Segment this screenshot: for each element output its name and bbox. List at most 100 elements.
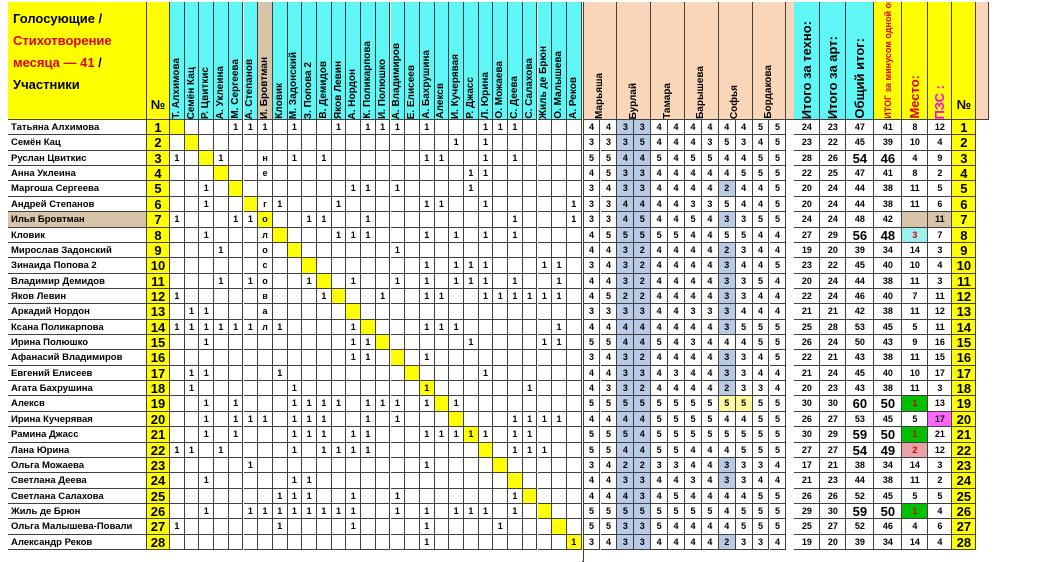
expert-score: 4: [685, 273, 702, 289]
vote-cell: [375, 135, 391, 151]
title-line1: Голосующие /: [13, 11, 103, 26]
vote-cell: 1: [434, 427, 450, 443]
vote-cell: [390, 166, 406, 182]
vote-cell: 1: [449, 227, 464, 243]
vote-cell: [449, 488, 464, 504]
vote-cell: [434, 258, 450, 274]
vote-cell: [170, 534, 185, 551]
total-cell: 34: [874, 534, 903, 551]
vote-cell: [419, 181, 435, 197]
total-cell: 5: [902, 488, 929, 504]
vote-cell: [493, 212, 509, 228]
voter-header-label: А. Владимиров: [391, 42, 403, 119]
vote-cell: [390, 350, 406, 366]
vote-cell: 1: [184, 365, 200, 382]
vote-cell: [228, 196, 244, 213]
vote-cell: [228, 258, 244, 274]
vote-cell: [287, 365, 303, 382]
total-cell: 44: [846, 273, 875, 289]
total-cell: 44: [846, 181, 875, 197]
vote-cell: [361, 457, 376, 474]
total-cell: 3: [928, 242, 953, 259]
vote-cell: 1: [361, 411, 376, 428]
expert-score: 3: [735, 288, 753, 305]
vote-cell: [449, 365, 464, 382]
expert-score: 3: [617, 120, 635, 136]
participant-num: 18: [147, 381, 170, 397]
vote-cell: [375, 273, 391, 289]
total-cell: 21: [928, 427, 953, 443]
vote-cell: [508, 181, 523, 197]
expert-score: 5: [651, 427, 669, 443]
vote-cell: 1: [302, 396, 317, 412]
expert-score: 4: [701, 534, 719, 551]
expert-score: 3: [583, 457, 601, 474]
total-cell: 3: [902, 227, 929, 243]
vote-cell: [317, 319, 332, 336]
total-cell: 43: [846, 350, 875, 366]
vote-cell: [390, 442, 406, 458]
vote-cell: 1: [199, 319, 215, 336]
vote-cell: [287, 304, 303, 320]
vote-cell: 1: [478, 150, 494, 167]
vote-cell: [419, 473, 435, 489]
vote-cell: [390, 212, 406, 228]
expert-score: 4: [651, 120, 669, 136]
vote-cell: [272, 473, 288, 489]
vote-cell: [346, 411, 362, 428]
vote-cell: [405, 135, 420, 151]
expert-score: 3: [634, 473, 652, 489]
vote-cell: [258, 135, 273, 151]
expert-header-label: Бурлай: [627, 82, 639, 119]
vote-cell: [552, 150, 567, 167]
vote-cell: [346, 166, 362, 182]
vote-cell: [287, 519, 303, 535]
vote-cell: [214, 288, 229, 305]
vote-cell: 1: [272, 196, 288, 213]
vote-cell: 1: [508, 488, 523, 504]
expert-score: 3: [617, 381, 635, 397]
vote-cell: 1: [434, 288, 450, 305]
participant-name: Кловик: [8, 227, 147, 243]
vote-cell: [375, 150, 391, 167]
totals-header: Итого за арт:: [820, 2, 847, 120]
vote-cell: [184, 519, 200, 535]
vote-cell: [449, 411, 464, 428]
vote-cell: 1: [449, 396, 464, 412]
totals-header-label: Место:: [906, 75, 922, 119]
participant-num: 10: [147, 258, 170, 274]
expert-header-label: Бордакова: [762, 65, 774, 119]
total-cell: 40: [874, 288, 903, 305]
total-cell: 1: [902, 504, 929, 520]
total-cell: 60: [846, 396, 875, 412]
expert-score: 2: [634, 273, 652, 289]
expert-score: 5: [600, 442, 618, 458]
expert-score: 5: [735, 504, 753, 520]
vote-cell: [375, 166, 391, 182]
vote-cell: [390, 457, 406, 474]
vote-cell: [493, 442, 509, 458]
voter-header: О. Малышева: [552, 2, 567, 120]
participant-name: Ирина Кучерявая: [8, 411, 147, 428]
expert-score: 5: [600, 504, 618, 520]
voter-header-label: И. Бровтман: [259, 57, 271, 119]
vote-cell: [317, 457, 332, 474]
vote-cell: [508, 196, 523, 213]
participant-num: 27: [147, 519, 170, 535]
expert-score: 4: [668, 135, 685, 151]
vote-cell: [375, 365, 391, 382]
expert-score: 5: [617, 396, 635, 412]
total-cell: 38: [874, 273, 903, 289]
participant-num: 11: [147, 273, 170, 289]
participant-name: Алексв: [8, 396, 147, 412]
expert-score: 4: [651, 181, 669, 197]
vote-cell: [449, 242, 464, 259]
vote-cell: [272, 181, 288, 197]
vote-cell: [243, 181, 259, 197]
total-cell: 15: [928, 350, 953, 366]
vote-cell: [522, 473, 538, 489]
vote-cell: [375, 242, 391, 259]
expert-score: 3: [701, 135, 719, 151]
vote-cell: [317, 473, 332, 489]
expert-score: 4: [634, 442, 652, 458]
